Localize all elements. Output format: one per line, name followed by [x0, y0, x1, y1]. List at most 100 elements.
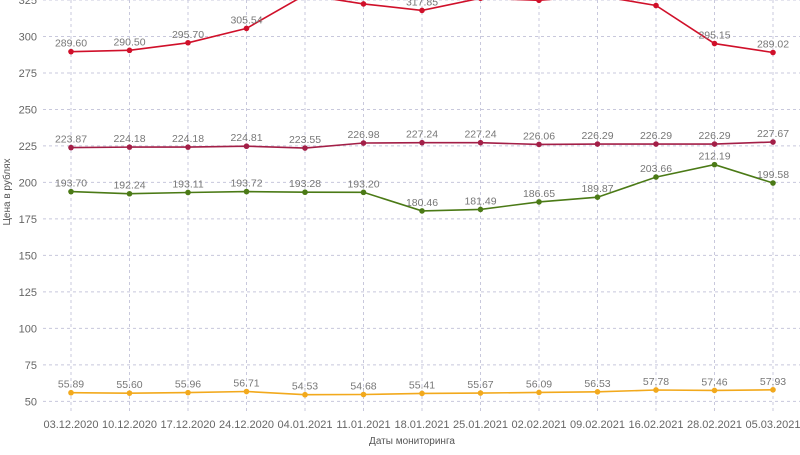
- y-tick-label: 200: [19, 177, 37, 189]
- data-point: [711, 161, 718, 168]
- data-point: [185, 144, 191, 150]
- data-point: [594, 141, 601, 147]
- data-label: 55.41: [409, 379, 435, 391]
- data-label: 212.19: [698, 151, 730, 163]
- data-label: 192.24: [113, 180, 145, 192]
- data-label: 57.78: [643, 376, 669, 388]
- data-label: 224.18: [113, 133, 145, 145]
- data-point: [711, 40, 718, 47]
- x-tick-label: 04.01.2021: [277, 419, 332, 431]
- data-label: 223.55: [289, 134, 321, 146]
- data-point: [185, 389, 191, 396]
- data-label: 289.02: [757, 39, 789, 51]
- data-label: 54.53: [292, 381, 318, 393]
- data-label: 289.60: [55, 38, 87, 50]
- data-label: 193.72: [230, 178, 262, 190]
- data-label: 226.29: [698, 130, 730, 142]
- data-point: [360, 140, 367, 146]
- data-point: [302, 391, 308, 398]
- y-tick-label: 100: [19, 323, 37, 335]
- data-point: [711, 141, 718, 147]
- data-label: 55.96: [175, 379, 201, 391]
- data-label: 56.71: [233, 378, 259, 390]
- series-layer: [68, 0, 776, 398]
- data-label: 56.53: [584, 378, 610, 390]
- data-label: 203.66: [640, 163, 672, 175]
- data-point: [477, 390, 484, 396]
- data-point: [419, 139, 425, 146]
- grid-layer: [43, 0, 800, 413]
- data-point: [68, 48, 74, 55]
- data-point: [360, 189, 367, 196]
- data-label: 223.87: [55, 134, 87, 146]
- data-point: [536, 389, 542, 396]
- data-label: 305.54: [230, 14, 262, 26]
- data-label: 227.24: [464, 129, 496, 141]
- data-point: [419, 390, 425, 397]
- data-label: 224.18: [172, 133, 204, 145]
- data-label: 226.29: [640, 130, 672, 142]
- y-tick-label: 225: [19, 141, 37, 153]
- data-label: 56.09: [526, 378, 552, 390]
- data-label: 57.46: [701, 376, 727, 388]
- x-tick-label: 02.02.2021: [511, 419, 566, 431]
- y-tick-label: 50: [25, 396, 37, 408]
- x-axis-ticks: 03.12.2020 10.12.2020 17.12.2020 24.12.2020…: [43, 419, 800, 431]
- data-point: [302, 189, 308, 196]
- x-tick-label: 11.01.2021: [336, 419, 390, 431]
- x-axis-title: Даты мониторинга: [369, 436, 455, 447]
- y-tick-label: 150: [19, 250, 37, 262]
- data-label: 193.20: [347, 178, 379, 190]
- data-label: 189.87: [581, 183, 613, 195]
- data-labels-layer: 289.60 290.50 295.70 305.54 317.85 295.15 289.…: [55, 0, 789, 393]
- data-point: [770, 180, 776, 186]
- data-point: [68, 389, 74, 396]
- data-point: [653, 2, 659, 9]
- data-point: [653, 141, 659, 147]
- data-point: [536, 199, 542, 205]
- data-point: [653, 174, 659, 180]
- data-point: [243, 25, 250, 32]
- data-label: 186.65: [523, 188, 555, 200]
- data-label: 55.89: [58, 379, 84, 391]
- y-tick-label: 125: [19, 287, 37, 299]
- x-tick-label: 03.12.2020: [43, 419, 98, 431]
- data-point: [477, 206, 484, 213]
- data-point: [126, 190, 133, 197]
- data-point: [653, 387, 659, 393]
- data-label: 317.85: [406, 0, 438, 8]
- data-point: [126, 390, 133, 396]
- data-label: 290.50: [113, 36, 145, 48]
- data-label: 193.11: [172, 178, 203, 190]
- x-tick-label: 24.12.2020: [219, 419, 274, 431]
- data-label: 226.06: [523, 130, 555, 142]
- y-tick-label: 175: [19, 214, 37, 226]
- data-label: 193.28: [289, 178, 321, 190]
- y-tick-label: 250: [19, 104, 37, 116]
- x-tick-label: 28.02.2021: [687, 419, 742, 431]
- data-point: [477, 139, 484, 146]
- data-label: 226.29: [581, 130, 613, 142]
- data-label: 55.60: [116, 379, 142, 391]
- data-label: 227.24: [406, 129, 438, 141]
- data-point: [770, 386, 776, 393]
- data-point: [68, 144, 74, 151]
- data-label: 57.93: [760, 376, 786, 388]
- data-label: 181.49: [464, 195, 496, 207]
- data-label: 54.68: [350, 380, 376, 392]
- data-point: [478, 0, 483, 2]
- data-point: [360, 391, 367, 398]
- x-tick-label: 18.01.2021: [394, 419, 449, 431]
- data-point: [302, 145, 308, 151]
- data-point: [770, 139, 776, 145]
- y-tick-label: 300: [19, 31, 37, 43]
- x-tick-label: 25.01.2021: [453, 419, 508, 431]
- x-tick-label: 17.12.2020: [160, 419, 215, 431]
- data-label: 226.98: [347, 129, 379, 141]
- data-label: 295.15: [698, 30, 730, 42]
- x-tick-label: 09.02.2021: [570, 419, 625, 431]
- data-point: [243, 388, 250, 395]
- data-label: 55.67: [467, 379, 493, 391]
